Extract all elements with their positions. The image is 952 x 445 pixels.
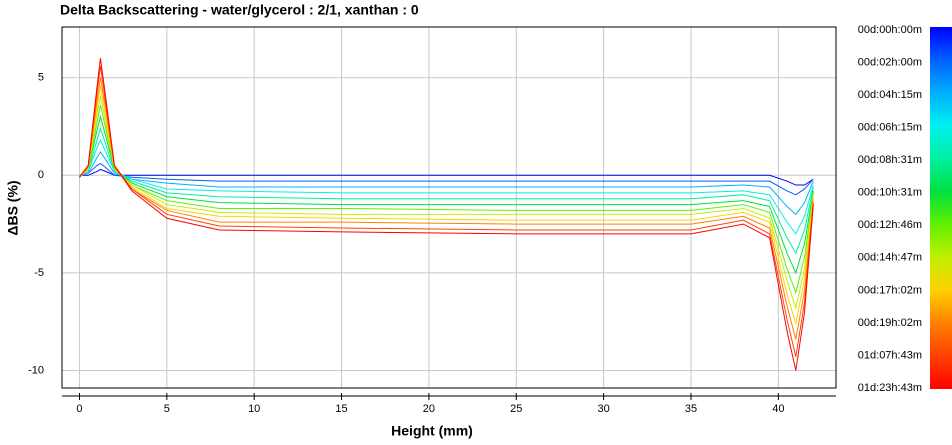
x-tick-label: 5 — [164, 403, 170, 415]
plot-frame — [61, 26, 837, 389]
legend-label: 00d:12h:46m — [858, 219, 922, 231]
data-line — [79, 168, 814, 186]
y-tick-label: -5 — [34, 267, 44, 279]
data-line — [79, 150, 814, 216]
legend-label: 00d:08h:31m — [858, 154, 922, 166]
legend-label: 00d:02h:00m — [858, 56, 922, 68]
data-line — [79, 138, 814, 235]
data-line — [79, 85, 814, 324]
x-tick-label: 30 — [598, 403, 610, 415]
x-tick-label: 40 — [772, 403, 784, 415]
data-line — [79, 95, 814, 310]
legend-label: 00d:06h:15m — [858, 122, 922, 134]
legend-label: 00d:00h:00m — [858, 24, 922, 36]
chart-title: Delta Backscattering - water/glycerol : … — [60, 2, 419, 18]
legend-label: 00d:10h:31m — [858, 187, 922, 199]
y-axis-label: ΔBS (%) — [5, 180, 21, 235]
legend-label: 00d:14h:47m — [858, 252, 922, 264]
colorbar — [930, 27, 952, 389]
data-line — [79, 65, 814, 357]
legend-label: 00d:17h:02m — [858, 284, 922, 296]
y-tick-label: 5 — [38, 72, 44, 84]
legend-label: 00d:04h:15m — [858, 89, 922, 101]
x-tick-label: 15 — [335, 403, 347, 415]
legend-label: 01d:07h:43m — [858, 349, 922, 361]
data-line — [79, 126, 814, 255]
data-line — [79, 163, 814, 196]
data-line — [79, 77, 814, 340]
data-line — [79, 114, 814, 275]
y-tick-label: 0 — [38, 169, 44, 181]
legend-label: 00d:19h:02m — [858, 317, 922, 329]
x-tick-label: 35 — [685, 403, 697, 415]
x-tick-label: 10 — [248, 403, 260, 415]
x-tick-label: 0 — [76, 403, 82, 415]
data-line — [79, 104, 814, 295]
x-axis-label: Height (mm) — [391, 423, 473, 439]
legend-label: 01d:23h:43m — [858, 382, 922, 394]
data-line — [79, 58, 814, 371]
x-tick-label: 20 — [423, 403, 435, 415]
y-tick-label: -10 — [28, 364, 44, 376]
x-tick-label: 25 — [510, 403, 522, 415]
